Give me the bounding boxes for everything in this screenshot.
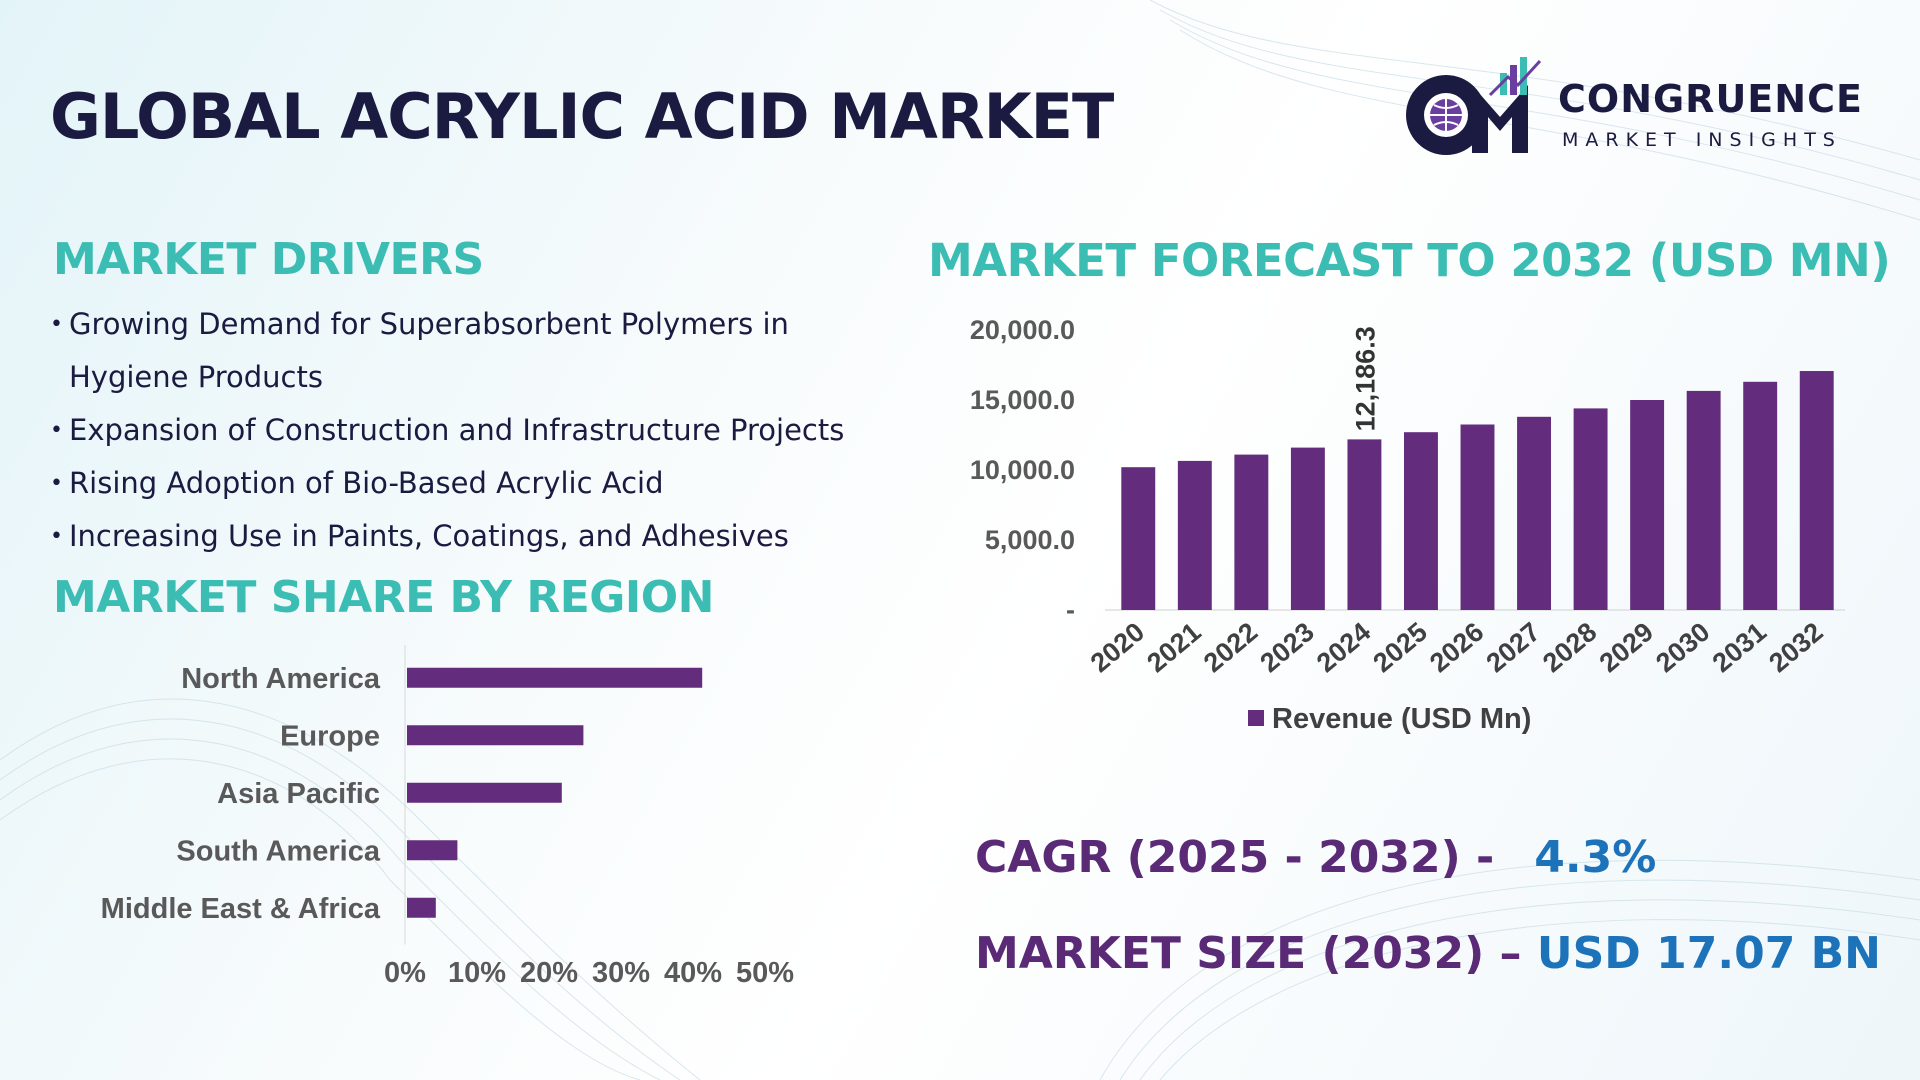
drivers-list: Growing Demand for Superabsorbent Polyme… bbox=[50, 298, 930, 563]
forecast-heading: MARKET FORECAST TO 2032 (USD MN) bbox=[928, 234, 1891, 287]
region-bar bbox=[407, 667, 703, 688]
x-tick-label: 2030 bbox=[1650, 617, 1715, 679]
region-label: Europe bbox=[280, 720, 380, 752]
forecast-bar bbox=[1460, 424, 1495, 610]
data-label: 12,186.3 bbox=[1350, 326, 1380, 431]
legend-label: Revenue (USD Mn) bbox=[1272, 703, 1531, 735]
x-tick-label: 2025 bbox=[1368, 617, 1433, 679]
y-tick-label: 10,000.0 bbox=[970, 455, 1075, 485]
region-label: North America bbox=[181, 663, 381, 695]
x-tick-label: 40% bbox=[664, 957, 722, 989]
y-tick-label: 5,000.0 bbox=[985, 525, 1075, 555]
forecast-bar bbox=[1234, 454, 1269, 610]
x-tick-label: 2027 bbox=[1481, 617, 1546, 679]
x-tick-label: 2026 bbox=[1424, 617, 1489, 679]
region-bar bbox=[407, 782, 562, 803]
cagr-kpi: CAGR (2025 - 2032) - 4.3% bbox=[975, 832, 1656, 883]
region-label: South America bbox=[176, 835, 380, 867]
x-tick-label: 2031 bbox=[1707, 617, 1772, 679]
region-bar bbox=[407, 725, 584, 746]
forecast-bar bbox=[1290, 447, 1325, 610]
forecast-bar bbox=[1404, 432, 1438, 610]
x-tick-label: 0% bbox=[384, 957, 426, 989]
driver-item: Rising Adoption of Bio-Based Acrylic Aci… bbox=[50, 457, 930, 510]
region-label: Middle East & Africa bbox=[101, 893, 381, 925]
x-tick-label: 20% bbox=[520, 957, 578, 989]
logo-tagline: MARKET INSIGHTS bbox=[1562, 129, 1842, 151]
x-tick-label: 10% bbox=[448, 957, 506, 989]
forecast-bar bbox=[1517, 416, 1551, 610]
driver-item: Increasing Use in Paints, Coatings, and … bbox=[50, 510, 930, 563]
forecast-bar bbox=[1799, 371, 1834, 610]
cagr-value: 4.3% bbox=[1534, 832, 1657, 883]
x-tick-label: 2032 bbox=[1763, 617, 1828, 679]
y-tick-label: 15,000.0 bbox=[970, 385, 1075, 415]
drivers-heading: MARKET DRIVERS bbox=[53, 234, 484, 285]
x-tick-label: 2023 bbox=[1254, 617, 1319, 679]
x-tick-label: 2022 bbox=[1198, 617, 1263, 679]
region-bar bbox=[407, 897, 436, 918]
x-tick-label: 50% bbox=[736, 957, 794, 989]
forecast-bar bbox=[1121, 467, 1156, 610]
forecast-bar-chart: - 5,000.0 10,000.0 15,000.0 20,000.0 20202021… bbox=[970, 315, 1845, 735]
region-bar-chart: North America Europe Asia Pacific South Ame… bbox=[101, 645, 794, 989]
market-size-label: MARKET SIZE (2032) – bbox=[975, 928, 1522, 979]
forecast-bar bbox=[1347, 439, 1382, 610]
market-size-value: USD 17.07 BN bbox=[1536, 928, 1881, 979]
forecast-bar bbox=[1630, 400, 1665, 610]
driver-item: Expansion of Construction and Infrastruc… bbox=[50, 404, 930, 457]
x-tick-label: 2029 bbox=[1594, 617, 1659, 679]
region-heading: MARKET SHARE BY REGION bbox=[53, 572, 715, 623]
forecast-bar bbox=[1686, 390, 1721, 610]
region-bar bbox=[407, 840, 458, 861]
legend-swatch bbox=[1248, 710, 1264, 726]
x-tick-label: 30% bbox=[592, 957, 650, 989]
x-tick-label: 2028 bbox=[1537, 617, 1602, 679]
logo-mark-icon bbox=[1406, 57, 1542, 155]
cagr-label: CAGR (2025 - 2032) - bbox=[975, 832, 1495, 883]
forecast-bar bbox=[1573, 408, 1608, 610]
region-label: Asia Pacific bbox=[217, 778, 380, 810]
x-tick-label: 2020 bbox=[1085, 617, 1150, 679]
x-tick-label: 2021 bbox=[1141, 617, 1206, 679]
x-tick-label: 2024 bbox=[1311, 617, 1376, 679]
y-tick-label: 20,000.0 bbox=[970, 315, 1075, 345]
y-tick-label: - bbox=[1066, 595, 1075, 625]
forecast-bar bbox=[1177, 460, 1212, 610]
forecast-bar bbox=[1743, 381, 1778, 610]
driver-item: Growing Demand for Superabsorbent Polyme… bbox=[50, 298, 909, 404]
company-logo: CONGRUENCE MARKET INSIGHTS bbox=[1400, 55, 1880, 155]
logo-name: CONGRUENCE bbox=[1558, 77, 1863, 121]
page-title: GLOBAL ACRYLIC ACID MARKET bbox=[50, 80, 1114, 153]
market-size-kpi: MARKET SIZE (2032) – USD 17.07 BN bbox=[975, 928, 1881, 979]
